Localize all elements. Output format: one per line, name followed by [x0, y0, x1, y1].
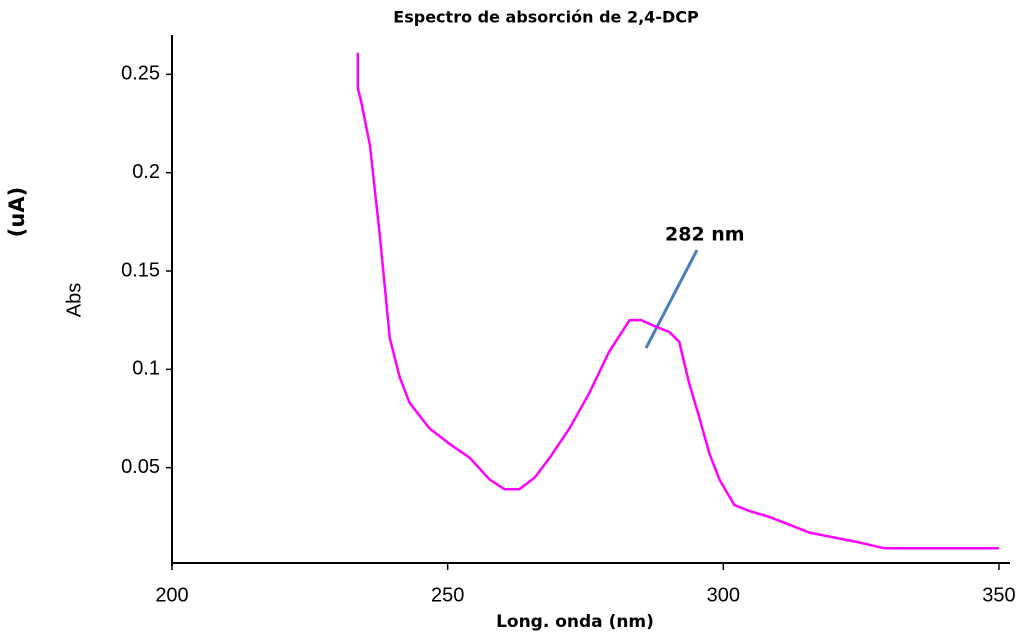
y-axis-unit: (uA): [5, 187, 29, 237]
x-tick-label: 350: [982, 584, 1015, 606]
y-tick-label: 0.1: [132, 358, 160, 380]
chart-title: Espectro de absorción de 2,4-DCP: [393, 8, 699, 27]
x-tick-label: 300: [707, 584, 740, 606]
y-tick-label: 0.05: [121, 456, 160, 478]
y-axis-label: Abs: [63, 283, 85, 317]
x-axis-label: Long. onda (nm): [496, 612, 654, 632]
annotation: 282 nm: [665, 224, 745, 246]
annotation-pointer: [644, 249, 699, 349]
spectrum-line: [356, 52, 999, 550]
y-tick-label: 0.2: [132, 161, 160, 183]
y-tick-label: 0.25: [121, 63, 160, 85]
y-tick-label: 0.15: [121, 259, 160, 281]
x-tick-label: 200: [155, 584, 188, 606]
x-tick-label: 250: [431, 584, 464, 606]
